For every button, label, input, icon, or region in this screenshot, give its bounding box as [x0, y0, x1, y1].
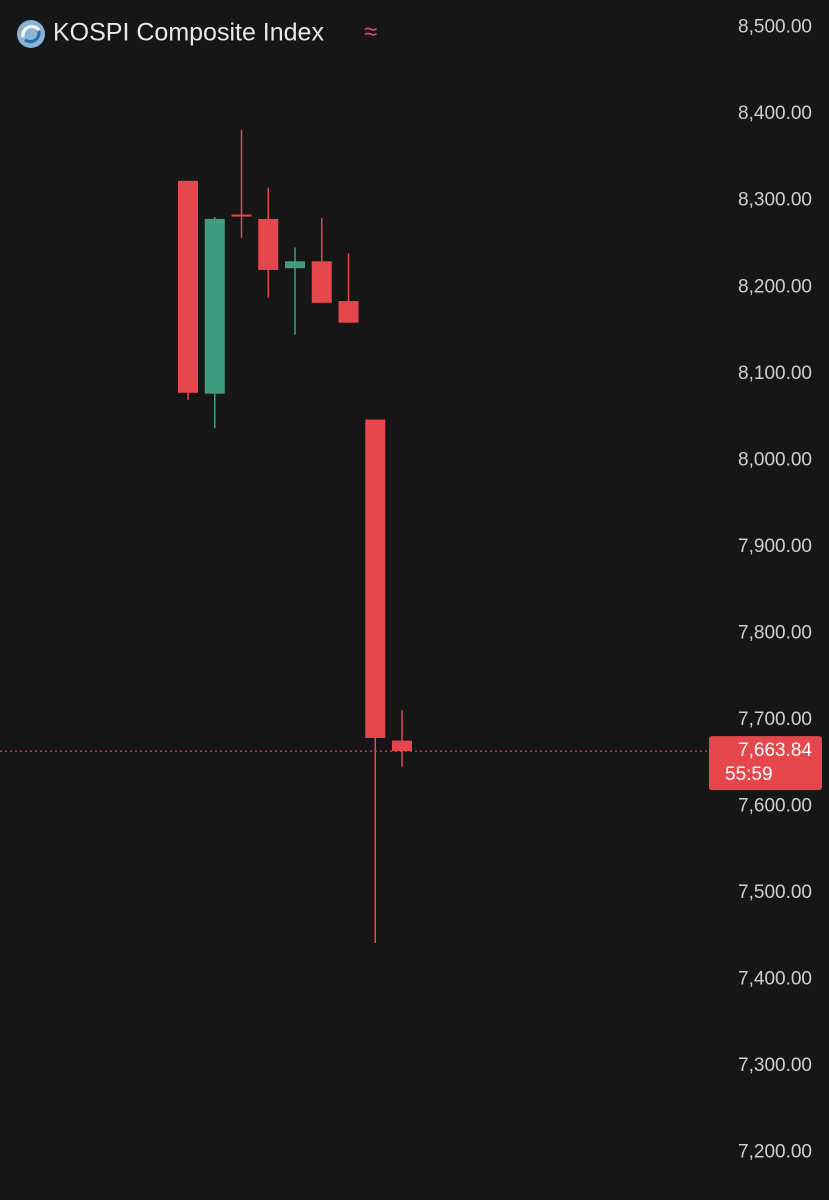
candle-body: [204, 218, 225, 394]
candle-body: [231, 214, 252, 217]
y-tick-label: 8,500.00: [738, 17, 812, 38]
candle-body: [285, 261, 305, 269]
y-tick-label: 7,700.00: [738, 709, 812, 730]
countdown-label: 55:59: [725, 764, 773, 785]
y-tick-label: 8,000.00: [738, 449, 812, 470]
y-tick-label: 7,300.00: [738, 1055, 812, 1076]
y-tick-label: 8,400.00: [738, 103, 812, 124]
last-price-box: [709, 736, 822, 791]
y-tick-label: 8,200.00: [738, 276, 812, 297]
candle-body: [258, 218, 279, 270]
candle-body: [338, 301, 359, 323]
chart-title: KOSPI Composite Index: [53, 19, 324, 47]
candle-body: [178, 180, 198, 393]
last-price-label: 7,663.84: [738, 740, 812, 761]
candle-body: [392, 740, 412, 752]
y-tick-label: 8,300.00: [738, 190, 812, 211]
y-tick-label: 7,600.00: [738, 795, 812, 816]
y-tick-label: 7,200.00: [738, 1141, 812, 1162]
candle-body: [365, 419, 386, 738]
y-tick-label: 7,900.00: [738, 536, 812, 557]
y-tick-label: 7,400.00: [738, 968, 812, 989]
y-tick-label: 7,500.00: [738, 882, 812, 903]
indicator-symbol: ≈: [364, 18, 377, 45]
symbol-icon: [17, 20, 45, 48]
candle-body: [311, 261, 332, 303]
y-tick-label: 7,800.00: [738, 622, 812, 643]
y-tick-label: 8,100.00: [738, 363, 812, 384]
